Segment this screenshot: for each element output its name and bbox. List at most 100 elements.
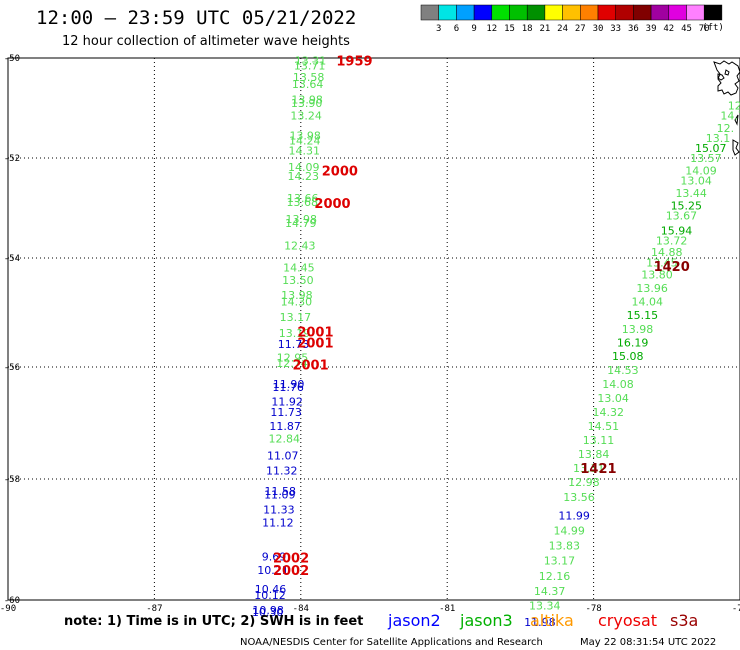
scale-tick-label: 30 bbox=[593, 24, 604, 34]
wave-height-value: 14.31 bbox=[288, 145, 320, 158]
wave-height-value: 15.07 bbox=[695, 142, 727, 155]
wave-height-value: 12.84 bbox=[268, 433, 300, 446]
coastline-shape bbox=[713, 60, 740, 156]
wave-height-value: 14.53 bbox=[607, 364, 639, 377]
x-tick-label: -87 bbox=[146, 604, 162, 614]
wave-height-value: 13.98 bbox=[281, 289, 313, 302]
x-tick-label: -84 bbox=[293, 604, 309, 614]
pass-time-label: 1959 bbox=[336, 55, 372, 70]
scale-tick-label: 33 bbox=[610, 24, 621, 34]
legend-entry-jason2: jason2 bbox=[387, 611, 441, 630]
wave-height-value: 14.99 bbox=[553, 524, 585, 537]
scale-swatch bbox=[686, 4, 705, 21]
x-tick-label: -81 bbox=[439, 604, 455, 614]
scale-tick-label: 27 bbox=[575, 24, 586, 34]
wave-height-value: 14.32 bbox=[592, 406, 624, 419]
wave-height-value: 13.17 bbox=[280, 311, 312, 324]
wave-height-value: 14.23 bbox=[287, 170, 319, 183]
wave-height-value: 13.04 bbox=[597, 392, 629, 405]
scale-tick-label: 36 bbox=[628, 24, 639, 34]
wave-height-value: 14.30 bbox=[281, 296, 313, 309]
wave-height-value: 10.12 bbox=[254, 589, 286, 602]
scale-tick-label: 39 bbox=[646, 24, 657, 34]
wave-height-value: 13.44 bbox=[675, 187, 707, 200]
scale-swatch bbox=[562, 4, 581, 21]
wave-height-value: 14.04 bbox=[632, 296, 664, 309]
wave-height-value: 13.24 bbox=[290, 110, 322, 123]
wave-height-value: 12.8 bbox=[728, 100, 740, 113]
wave-height-value: 13.66 bbox=[287, 192, 319, 205]
wave-height-value: 13.57 bbox=[690, 152, 722, 165]
scale-swatch bbox=[703, 4, 723, 21]
scale-swatch bbox=[526, 4, 546, 21]
pass-time-label: 1420 bbox=[654, 260, 690, 275]
wave-height-value: 13.56 bbox=[563, 491, 595, 504]
wave-height-value: 14.08 bbox=[602, 378, 634, 391]
footer-note: note: 1) Time is in UTC; 2) SWH is in fe… bbox=[64, 614, 363, 629]
wave-height-value: 14.51 bbox=[588, 420, 620, 433]
pass-time-label: 1421 bbox=[580, 462, 616, 477]
wave-height-value: 11.90 bbox=[273, 378, 305, 391]
scale-swatch bbox=[633, 4, 652, 21]
scale-tick-label: 3 bbox=[436, 24, 441, 34]
scale-swatch bbox=[456, 4, 475, 21]
wave-height-value: 13.58 bbox=[293, 71, 325, 84]
wave-height-value: 16.19 bbox=[617, 336, 649, 349]
wave-height-value: 15.25 bbox=[671, 200, 703, 213]
wave-height-value: 13.64 bbox=[292, 78, 324, 91]
wave-height-value: 12.95 bbox=[277, 352, 309, 365]
wave-height-value: 14.09 bbox=[685, 165, 717, 178]
wave-height-value: 14.24 bbox=[289, 135, 321, 148]
y-tick-label: -58 bbox=[4, 475, 20, 485]
wave-height-value: 11.73 bbox=[278, 338, 310, 351]
wave-height-value: 10.98 bbox=[252, 604, 284, 617]
scale-tick-label: 18 bbox=[522, 24, 533, 34]
wave-height-value: 13.45 bbox=[646, 256, 678, 269]
scale-swatch bbox=[473, 4, 493, 21]
wave-height-value: 13.98 bbox=[289, 130, 321, 143]
scale-swatch bbox=[438, 4, 457, 21]
wave-height-value: 11.58 bbox=[265, 485, 297, 498]
wave-height-value: 13.98 bbox=[286, 213, 318, 226]
wave-height-value: 13.19 bbox=[279, 327, 311, 340]
wave-height-value: 11.98 bbox=[524, 616, 556, 629]
scale-swatch bbox=[544, 4, 563, 21]
wave-height-value: 11.33 bbox=[263, 503, 295, 516]
plot-frame bbox=[7, 57, 740, 601]
scale-tick-label: 6 bbox=[454, 24, 459, 34]
wave-height-value: 11.09 bbox=[264, 489, 296, 502]
wave-height-value: 13.34 bbox=[529, 600, 561, 613]
scale-swatch bbox=[509, 4, 528, 21]
pass-time-label: 2000 bbox=[322, 165, 358, 180]
footer-credit: NOAA/NESDIS Center for Satellite Applica… bbox=[240, 637, 543, 648]
wave-height-value: 13.98 bbox=[291, 94, 323, 107]
y-tick-label: -54 bbox=[4, 254, 20, 264]
wave-height-value: 13.71 bbox=[294, 60, 326, 73]
wave-height-value: 11.12 bbox=[262, 517, 294, 530]
legend-entry-altika: altika bbox=[530, 611, 574, 630]
legend-entry-jason3: jason3 bbox=[459, 611, 513, 630]
wave-height-value: 11.99 bbox=[558, 509, 590, 522]
wave-height-value: 14.79 bbox=[285, 217, 317, 230]
axis-tick-labels: -50 -52 -54 -56 -58 -60-90 -87 -84 -81 -78 -75 bbox=[0, 54, 740, 614]
scale-swatch bbox=[650, 4, 670, 21]
wave-height-value: 13.50 bbox=[282, 274, 314, 287]
wave-height-value: 10.30 bbox=[252, 606, 284, 619]
pass-time-label: 2001 bbox=[292, 358, 328, 373]
wave-height-value: 15.94 bbox=[661, 225, 693, 238]
wave-height-value: 13.96 bbox=[636, 282, 668, 295]
wave-height-value: 13.98 bbox=[622, 323, 654, 336]
wave-height-value: 11.32 bbox=[266, 465, 298, 478]
wave-height-value: 15.08 bbox=[612, 350, 644, 363]
x-tick-label: -90 bbox=[0, 604, 16, 614]
wave-height-value: 14.88 bbox=[651, 246, 683, 259]
y-tick-label: -60 bbox=[4, 596, 20, 606]
wave-height-value: 13.90 bbox=[291, 97, 323, 110]
wave-height-value: 9.69 bbox=[262, 550, 287, 563]
wave-height-value: 13.31 bbox=[573, 462, 605, 475]
wave-height-value: 10.46 bbox=[255, 583, 287, 596]
wave-height-value: 14.37 bbox=[534, 585, 566, 598]
scale-swatch bbox=[491, 4, 510, 21]
wave-height-labels: 13.3113.7113.5813.6413.9813.9013.2413.98… bbox=[252, 55, 740, 630]
